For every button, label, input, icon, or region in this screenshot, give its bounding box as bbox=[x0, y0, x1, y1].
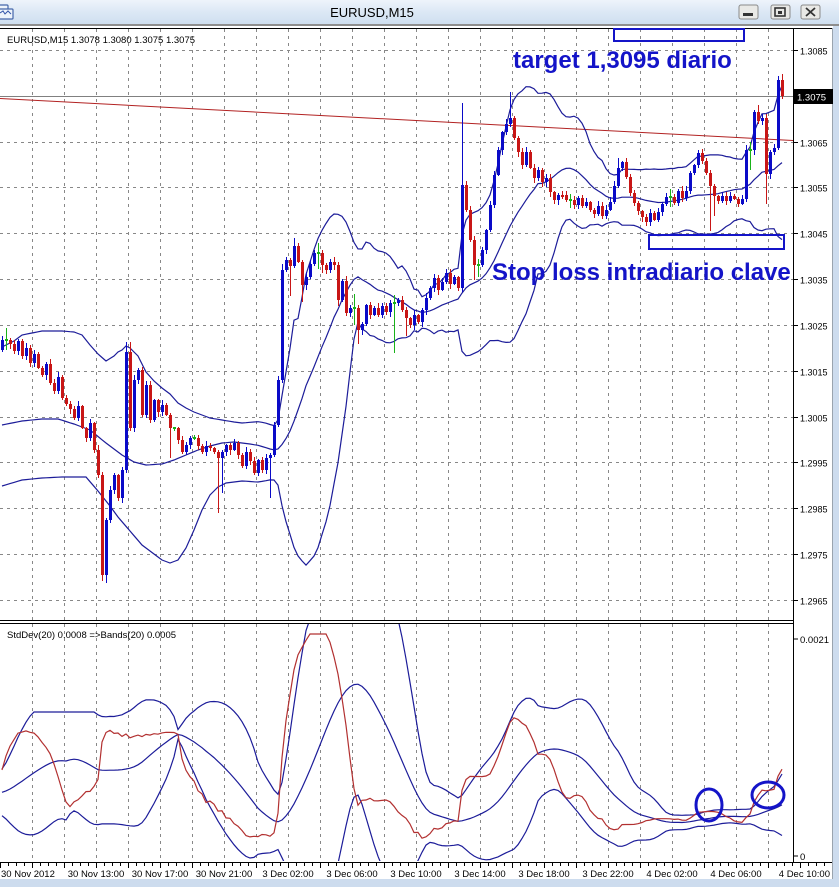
svg-text:1.3025: 1.3025 bbox=[800, 322, 828, 332]
svg-text:EURUSD,M15: EURUSD,M15 bbox=[330, 5, 414, 20]
svg-text:1.3075: 1.3075 bbox=[797, 93, 826, 104]
svg-text:4 Dec 06:00: 4 Dec 06:00 bbox=[710, 869, 761, 880]
svg-text:1.3085: 1.3085 bbox=[800, 47, 828, 57]
svg-text:30 Nov 2012: 30 Nov 2012 bbox=[1, 869, 55, 880]
svg-text:3 Dec 22:00: 3 Dec 22:00 bbox=[582, 869, 633, 880]
svg-text:1.3005: 1.3005 bbox=[800, 414, 828, 424]
svg-text:1.2965: 1.2965 bbox=[800, 597, 828, 607]
svg-text:1.3035: 1.3035 bbox=[800, 276, 828, 286]
svg-text:3 Dec 02:00: 3 Dec 02:00 bbox=[262, 869, 313, 880]
svg-text:1.2985: 1.2985 bbox=[800, 505, 828, 515]
svg-text:3 Dec 18:00: 3 Dec 18:00 bbox=[518, 869, 569, 880]
svg-text:1.2975: 1.2975 bbox=[800, 551, 828, 561]
svg-text:30 Nov 13:00: 30 Nov 13:00 bbox=[68, 869, 125, 880]
svg-text:3 Dec 14:00: 3 Dec 14:00 bbox=[454, 869, 505, 880]
svg-text:1.3065: 1.3065 bbox=[800, 139, 828, 149]
svg-text:1.2995: 1.2995 bbox=[800, 459, 828, 469]
svg-text:0.0021: 0.0021 bbox=[800, 635, 829, 646]
svg-text:1.3045: 1.3045 bbox=[800, 230, 828, 240]
svg-text:3 Dec 06:00: 3 Dec 06:00 bbox=[326, 869, 377, 880]
svg-text:1.3015: 1.3015 bbox=[800, 368, 828, 378]
svg-text:EURUSD,M15 1.3078 1.3080 1.30: EURUSD,M15 1.3078 1.3080 1.3075 1.3075 bbox=[7, 35, 195, 46]
svg-text:30 Nov 17:00: 30 Nov 17:00 bbox=[132, 869, 189, 880]
svg-text:30 Nov 21:00: 30 Nov 21:00 bbox=[196, 869, 253, 880]
svg-text:target 1,3095 diario: target 1,3095 diario bbox=[513, 47, 732, 74]
svg-text:1.3055: 1.3055 bbox=[800, 184, 828, 194]
svg-text:3 Dec 10:00: 3 Dec 10:00 bbox=[390, 869, 441, 880]
svg-text:StdDev(20) 0.0008 =>Bands(20): StdDev(20) 0.0008 =>Bands(20) 0.0005 bbox=[7, 630, 176, 641]
svg-text:Stop loss intradiario clave: Stop loss intradiario clave bbox=[492, 259, 791, 286]
svg-text:4 Dec 02:00: 4 Dec 02:00 bbox=[646, 869, 697, 880]
svg-text:0: 0 bbox=[800, 852, 805, 863]
svg-text:4 Dec 10:00: 4 Dec 10:00 bbox=[779, 869, 830, 880]
